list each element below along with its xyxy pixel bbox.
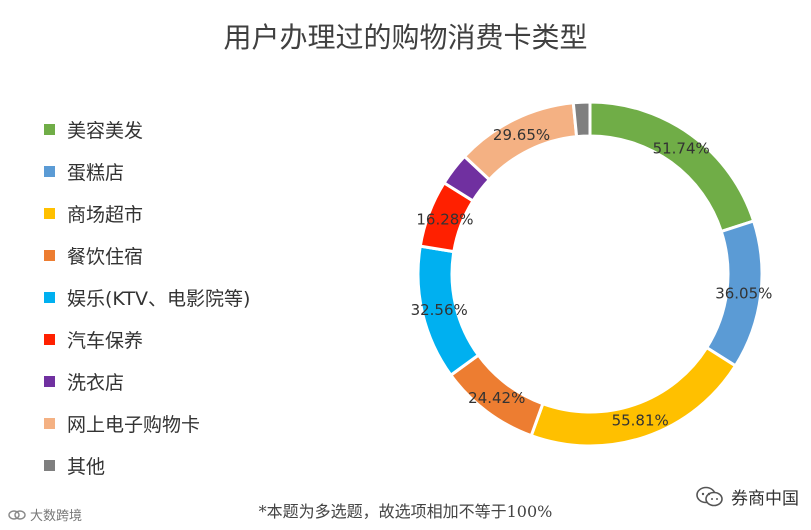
chart-legend: 美容美发蛋糕店商场超市餐饮住宿娱乐(KTV、电影院等) 汽车保养洗衣店网上电子购物… — [44, 108, 250, 486]
legend-swatch — [44, 333, 55, 345]
legend-label: 美容美发 — [67, 119, 144, 142]
legend-label: 其他 — [67, 455, 106, 478]
brand-left: 大数跨境 — [8, 505, 82, 524]
slice-label: 51.74% — [653, 140, 710, 158]
legend-item: 娱乐(KTV、电影院等) — [44, 276, 250, 318]
brand-left-text: 大数跨境 — [30, 509, 83, 524]
legend-label: 娱乐(KTV、电影院等) — [67, 287, 251, 310]
legend-label: 网上电子购物卡 — [67, 413, 201, 436]
legend-label: 汽车保养 — [67, 329, 144, 352]
legend-swatch — [44, 291, 55, 303]
donut-slice — [529, 345, 738, 448]
legend-item: 汽车保养 — [44, 318, 250, 360]
chart-title: 用户办理过的购物消费卡类型 — [223, 21, 588, 54]
brand-logo-icon — [8, 509, 26, 520]
legend-swatch — [44, 417, 55, 429]
slice-label: 29.65% — [493, 126, 550, 144]
legend-swatch — [44, 375, 55, 387]
slice-label: 32.56% — [411, 301, 468, 319]
donut-slice — [571, 100, 592, 139]
legend-item: 网上电子购物卡 — [44, 402, 250, 444]
legend-swatch — [44, 165, 55, 177]
slice-label: 36.05% — [715, 284, 772, 302]
legend-swatch — [44, 249, 55, 261]
legend-item: 餐饮住宿 — [44, 234, 250, 276]
slice-label: 24.42% — [468, 389, 525, 407]
legend-label: 洗衣店 — [67, 371, 125, 394]
legend-item: 蛋糕店 — [44, 150, 250, 192]
legend-label: 商场超市 — [67, 203, 144, 226]
brand-right-text: 券商中国 — [731, 489, 799, 509]
legend-label: 蛋糕店 — [67, 161, 125, 184]
footnote: *本题为多选题，故选项相加不等于100% — [258, 502, 553, 521]
legend-item: 其他 — [44, 444, 250, 486]
legend-swatch — [44, 207, 55, 219]
donut-slice — [588, 100, 756, 234]
legend-swatch — [44, 459, 55, 471]
donut-chart: 51.74% 36.05% 55.81% 24.42% 32.56% 16.28% 29.6… — [411, 100, 772, 448]
slice-label: 55.81% — [612, 412, 669, 430]
brand-right: 券商中国 — [695, 484, 799, 509]
wechat-icon — [696, 486, 723, 506]
legend-item: 美容美发 — [44, 108, 250, 150]
slice-label: 16.28% — [416, 210, 473, 228]
legend-item: 商场超市 — [44, 192, 250, 234]
legend-label: 餐饮住宿 — [67, 245, 144, 268]
legend-item: 洗衣店 — [44, 360, 250, 402]
legend-swatch — [44, 123, 55, 135]
